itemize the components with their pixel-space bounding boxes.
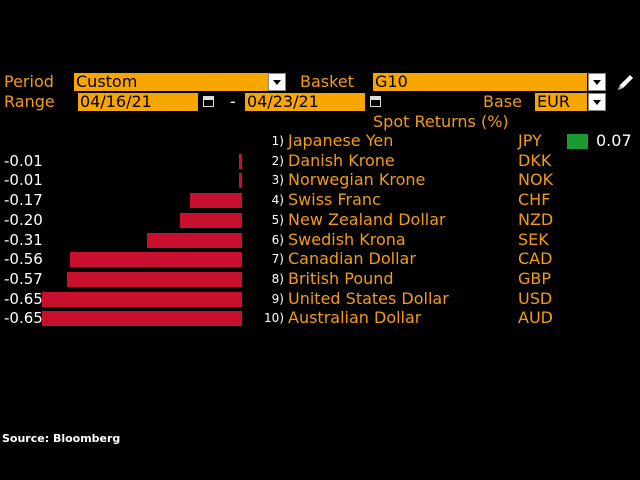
currency-code: USD bbox=[518, 289, 553, 308]
rank-number: 3) bbox=[271, 173, 284, 187]
currency-code: SEK bbox=[518, 230, 549, 249]
source-note: Source: Bloomberg bbox=[2, 432, 121, 445]
value-label: -0.31 bbox=[4, 231, 43, 249]
value-label: -0.65 bbox=[4, 309, 43, 327]
currency-name[interactable]: British Pound bbox=[288, 269, 394, 288]
value-label: -0.20 bbox=[4, 211, 43, 229]
value-label: -0.01 bbox=[4, 152, 43, 170]
currency-code: GBP bbox=[518, 269, 552, 288]
currency-name[interactable]: United States Dollar bbox=[288, 289, 449, 308]
rank-number: 10) bbox=[264, 311, 284, 325]
bar-usd bbox=[42, 292, 242, 307]
basket-label: Basket bbox=[300, 72, 354, 91]
bar-nzd bbox=[180, 213, 242, 228]
bar-chf bbox=[190, 193, 242, 208]
bar-sek bbox=[147, 233, 242, 248]
rank-number: 8) bbox=[271, 272, 284, 286]
period-dropdown-icon[interactable] bbox=[268, 73, 286, 91]
bar-nok bbox=[239, 173, 242, 188]
range-end-date[interactable]: 04/23/21 bbox=[245, 93, 365, 111]
start-calendar-icon[interactable] bbox=[200, 93, 218, 111]
base-label: Base bbox=[483, 92, 522, 111]
chart-title: Spot Returns (%) bbox=[373, 112, 509, 131]
bar-dkk bbox=[239, 154, 242, 169]
currency-name[interactable]: Japanese Yen bbox=[288, 131, 394, 150]
edit-pencil-icon[interactable] bbox=[614, 72, 636, 94]
end-calendar-icon[interactable] bbox=[367, 93, 385, 111]
currency-code: JPY bbox=[518, 131, 542, 150]
currency-code: NZD bbox=[518, 210, 554, 229]
rank-number: 1) bbox=[271, 134, 284, 148]
range-separator: - bbox=[230, 92, 236, 111]
currency-name[interactable]: Swiss Franc bbox=[288, 190, 381, 209]
currency-name[interactable]: Swedish Krona bbox=[288, 230, 406, 249]
rank-number: 9) bbox=[271, 292, 284, 306]
bar-gbp bbox=[67, 272, 242, 287]
value-label: -0.65 bbox=[4, 290, 43, 308]
currency-name[interactable]: Canadian Dollar bbox=[288, 249, 416, 268]
currency-code: AUD bbox=[518, 308, 553, 327]
range-start-date[interactable]: 04/16/21 bbox=[78, 93, 198, 111]
bar-jpy bbox=[567, 134, 588, 149]
currency-code: NOK bbox=[518, 170, 554, 189]
bar-cad bbox=[70, 252, 242, 267]
value-label: -0.17 bbox=[4, 191, 43, 209]
base-dropdown-icon[interactable] bbox=[588, 93, 606, 111]
rank-number: 2) bbox=[271, 154, 284, 168]
currency-name[interactable]: New Zealand Dollar bbox=[288, 210, 446, 229]
value-label: -0.56 bbox=[4, 250, 43, 268]
basket-select[interactable]: G10 bbox=[373, 73, 587, 91]
rank-number: 5) bbox=[271, 213, 284, 227]
rank-number: 6) bbox=[271, 233, 284, 247]
bar-aud bbox=[42, 311, 242, 326]
currency-code: CAD bbox=[518, 249, 553, 268]
currency-code: CHF bbox=[518, 190, 551, 209]
value-label: -0.01 bbox=[4, 171, 43, 189]
range-label: Range bbox=[4, 92, 55, 111]
period-label: Period bbox=[4, 72, 54, 91]
basket-dropdown-icon[interactable] bbox=[588, 73, 606, 91]
value-label: -0.57 bbox=[4, 270, 43, 288]
rank-number: 7) bbox=[271, 252, 284, 266]
period-select[interactable]: Custom bbox=[74, 73, 268, 91]
currency-name[interactable]: Australian Dollar bbox=[288, 308, 422, 327]
value-label: 0.07 bbox=[596, 131, 632, 150]
rank-number: 4) bbox=[271, 193, 284, 207]
currency-name[interactable]: Norwegian Krone bbox=[288, 170, 426, 189]
currency-code: DKK bbox=[518, 151, 552, 170]
currency-name[interactable]: Danish Krone bbox=[288, 151, 395, 170]
base-currency-select[interactable]: EUR bbox=[535, 93, 587, 111]
